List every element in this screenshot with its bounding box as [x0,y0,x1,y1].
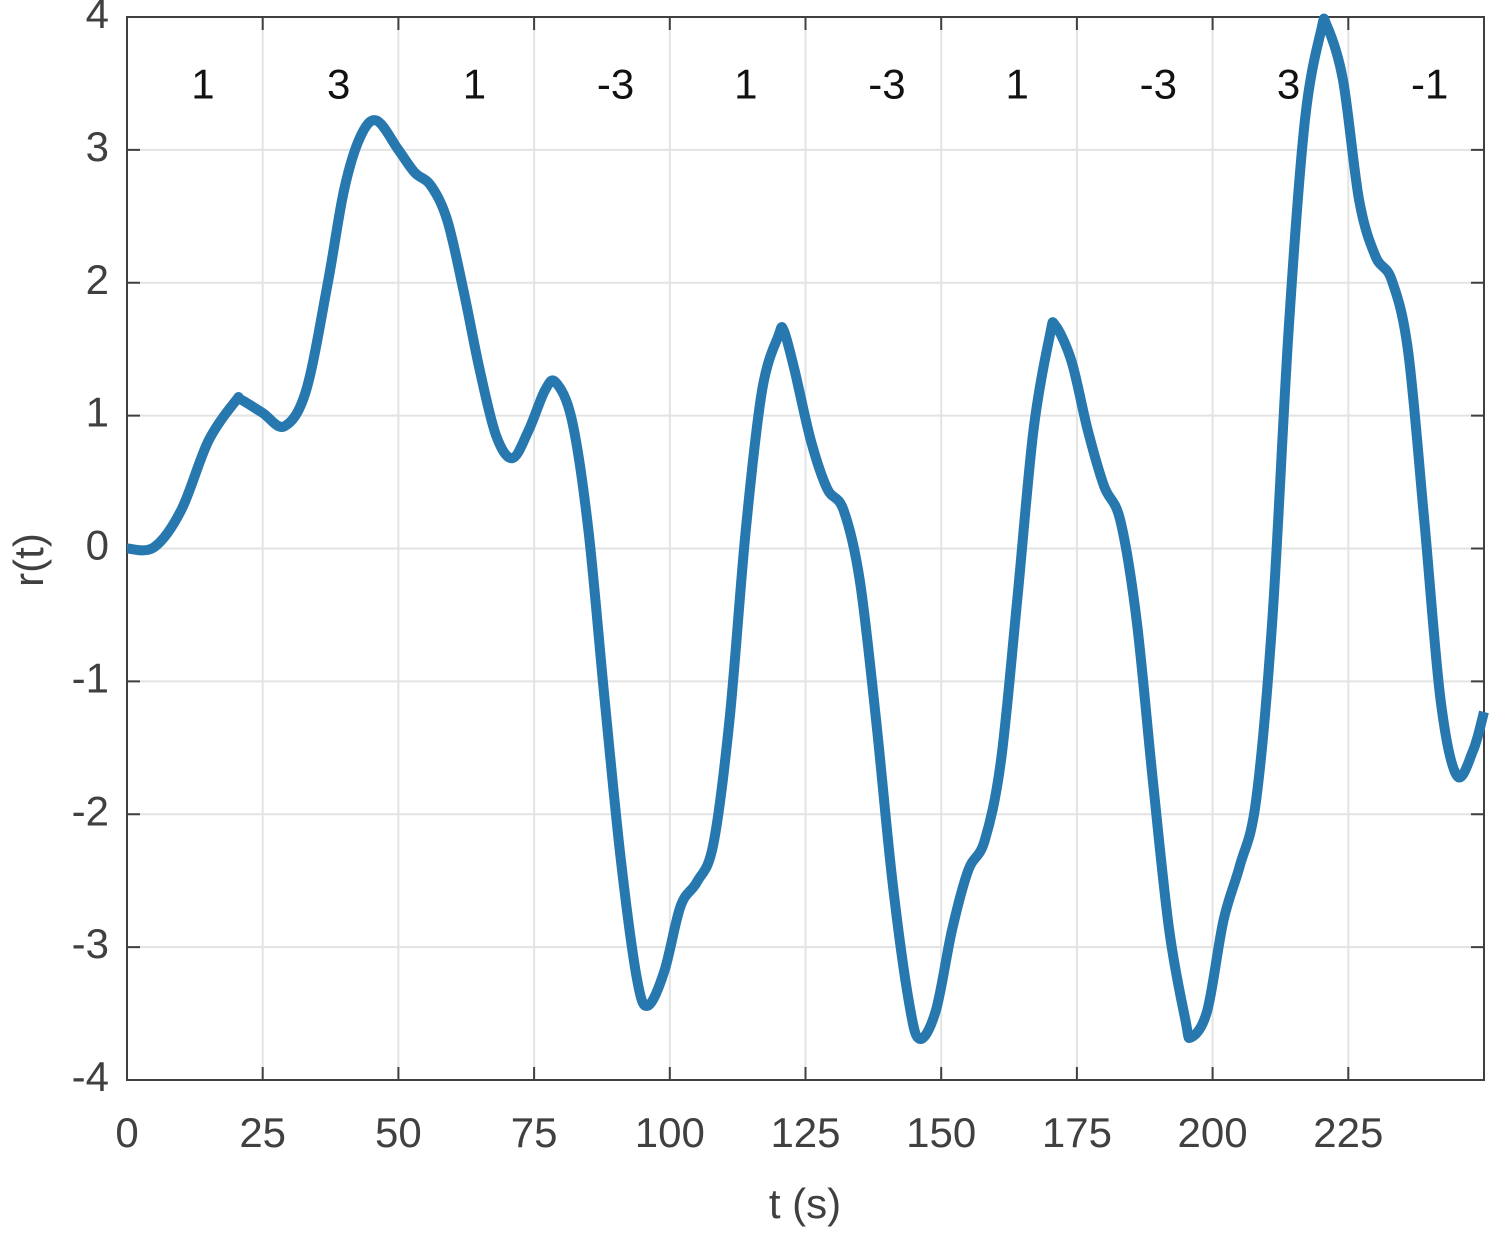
x-tick-label: 0 [115,1109,138,1156]
x-tick-label: 25 [239,1109,286,1156]
x-tick-label: 100 [635,1109,705,1156]
x-tick-label: 75 [511,1109,558,1156]
y-tick-label: -4 [72,1053,109,1100]
y-axis-label: r(t) [5,533,52,587]
y-tick-label: 1 [86,389,109,436]
annotation: -3 [868,61,905,108]
y-tick-label: 4 [86,0,109,37]
x-tick-label: 150 [906,1109,976,1156]
x-tick-label: 175 [1042,1109,1112,1156]
x-tick-label: 50 [375,1109,422,1156]
y-tick-label: 3 [86,123,109,170]
x-axis-label: t (s) [769,1180,841,1227]
annotation: 3 [1277,61,1300,108]
annotation: -1 [1411,61,1448,108]
y-tick-label: 2 [86,256,109,303]
annotation: 1 [463,61,486,108]
y-tick-label: 0 [86,522,109,569]
annotation: 3 [327,61,350,108]
x-tick-label: 125 [770,1109,840,1156]
annotation: 1 [1006,61,1029,108]
annotation: -3 [1140,61,1177,108]
y-tick-label: -2 [72,787,109,834]
x-tick-label: 200 [1178,1109,1248,1156]
annotation: 1 [191,61,214,108]
x-tick-label: 225 [1313,1109,1383,1156]
annotation: -3 [597,61,634,108]
data-line [126,13,1489,1044]
y-tick-label: -3 [72,920,109,967]
annotation: 1 [734,61,757,108]
y-tick-label: -1 [72,654,109,701]
